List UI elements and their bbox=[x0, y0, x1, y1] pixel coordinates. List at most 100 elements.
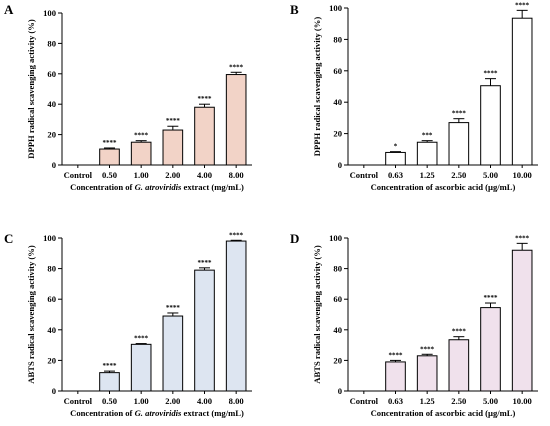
bar bbox=[225, 240, 247, 392]
bar bbox=[194, 106, 215, 166]
x-axis-title-part: Concentration of ascorbic acid (µg/mL) bbox=[371, 182, 516, 192]
x-tick-label: 0.63 bbox=[388, 170, 403, 180]
x-tick-label: 10.00 bbox=[512, 396, 531, 406]
x-tick-label: Control bbox=[64, 170, 93, 180]
x-tick-label: 2.00 bbox=[165, 396, 180, 406]
significance-label: * bbox=[394, 143, 398, 151]
significance-label: **** bbox=[198, 95, 213, 103]
x-tick-label: 8.00 bbox=[229, 396, 244, 406]
y-tick-label: 80 bbox=[47, 38, 56, 48]
y-tick-label: 80 bbox=[333, 264, 342, 274]
panel-letter: D bbox=[290, 231, 299, 246]
y-tick-label: 20 bbox=[47, 130, 56, 140]
bar bbox=[480, 85, 501, 166]
x-tick-label: 5.00 bbox=[483, 170, 498, 180]
bar bbox=[130, 141, 152, 166]
y-tick-label: 0 bbox=[338, 386, 342, 396]
y-tick-label: 40 bbox=[47, 99, 56, 109]
y-tick-label: 60 bbox=[47, 69, 56, 79]
y-tick-label: 40 bbox=[47, 325, 56, 335]
bar bbox=[511, 249, 533, 392]
x-axis-title: Concentration of ascorbic acid (µg/mL) bbox=[371, 182, 516, 192]
x-axis-title-part: Concentration of ascorbic acid (µg/mL) bbox=[371, 408, 516, 418]
bar bbox=[130, 343, 152, 392]
significance-label: **** bbox=[515, 1, 530, 9]
significance-label: **** bbox=[134, 132, 149, 140]
bar bbox=[99, 372, 120, 392]
bar bbox=[448, 339, 470, 392]
panel-a: A 0 20 40 60 80 100 DPPH radical scavenging act… bbox=[4, 2, 252, 192]
x-axis-title: Concentration of ascorbic acid (µg/mL) bbox=[371, 408, 516, 418]
y-tick-label: 20 bbox=[333, 355, 342, 365]
bar bbox=[480, 307, 501, 392]
y-tick-label: 0 bbox=[52, 160, 56, 170]
x-tick-label: 2.50 bbox=[451, 170, 466, 180]
significance-label: **** bbox=[420, 345, 435, 353]
bar bbox=[385, 151, 406, 166]
x-tick-label: Control bbox=[350, 396, 379, 406]
bar bbox=[99, 148, 120, 166]
bar bbox=[385, 361, 406, 392]
significance-label: **** bbox=[452, 328, 467, 336]
y-tick-label: 40 bbox=[333, 325, 342, 335]
bar bbox=[416, 355, 438, 392]
bar bbox=[162, 315, 184, 392]
x-tick-label: 2.00 bbox=[165, 170, 180, 180]
x-axis-title-part: extract (mg/mL) bbox=[181, 182, 244, 192]
panel-d: D 0 20 40 60 80 100 ABTS radical scavenging act… bbox=[290, 231, 538, 418]
y-tick-label: 0 bbox=[338, 160, 342, 170]
bar bbox=[511, 17, 533, 166]
bar bbox=[225, 74, 247, 166]
panel-letter: B bbox=[290, 2, 299, 17]
y-tick-label: 100 bbox=[329, 3, 342, 13]
y-tick-label: 20 bbox=[333, 129, 342, 139]
y-tick-label: 0 bbox=[52, 386, 56, 396]
x-tick-label: 0.63 bbox=[388, 396, 403, 406]
significance-label: **** bbox=[166, 304, 181, 312]
x-tick-label: 10.00 bbox=[512, 170, 531, 180]
significance-label: **** bbox=[198, 259, 213, 267]
x-tick-label: 1.00 bbox=[134, 170, 149, 180]
bar bbox=[194, 269, 215, 392]
panel-c: C 0 20 40 60 80 100 ABTS radical scavenging act… bbox=[4, 231, 252, 418]
significance-label: **** bbox=[515, 234, 530, 242]
y-tick-label: 60 bbox=[333, 66, 342, 76]
y-axis-title: DPPH radical scavenging activity (%) bbox=[312, 17, 322, 157]
significance-label: **** bbox=[484, 294, 499, 302]
x-tick-label: 0.50 bbox=[102, 170, 117, 180]
significance-label: **** bbox=[484, 70, 499, 78]
y-tick-label: 20 bbox=[47, 355, 56, 365]
x-axis-title-part: Concentration of bbox=[70, 408, 134, 418]
significance-label: **** bbox=[452, 110, 467, 118]
x-tick-label: 1.25 bbox=[420, 396, 435, 406]
x-tick-label: 8.00 bbox=[229, 170, 244, 180]
y-tick-label: 100 bbox=[43, 8, 56, 18]
significance-label: **** bbox=[229, 231, 244, 239]
panel-letter: C bbox=[4, 231, 13, 246]
bar bbox=[162, 129, 184, 166]
x-tick-label: 1.00 bbox=[134, 396, 149, 406]
x-axis-title-part: extract (mg/mL) bbox=[181, 408, 244, 418]
y-tick-label: 60 bbox=[333, 294, 342, 304]
x-tick-label: Control bbox=[64, 396, 93, 406]
x-axis-title: Concentration of G. atroviridis extract … bbox=[70, 182, 244, 192]
x-tick-label: Control bbox=[350, 170, 379, 180]
significance-label: **** bbox=[229, 63, 244, 71]
y-tick-label: 80 bbox=[333, 34, 342, 44]
x-tick-label: 4.00 bbox=[197, 396, 212, 406]
y-axis-title: ABTS radical scavenging activity (%) bbox=[26, 245, 36, 384]
bar bbox=[448, 122, 470, 166]
x-tick-label: 5.00 bbox=[483, 396, 498, 406]
x-axis-title: Concentration of G. atroviridis extract … bbox=[70, 408, 244, 418]
bar bbox=[416, 141, 438, 166]
y-tick-label: 100 bbox=[43, 233, 56, 243]
x-tick-label: 4.00 bbox=[197, 170, 212, 180]
significance-label: **** bbox=[103, 362, 118, 370]
y-axis-title: DPPH radical scavenging activity (%) bbox=[26, 19, 36, 159]
significance-label: *** bbox=[422, 132, 433, 140]
x-tick-label: 1.25 bbox=[420, 170, 435, 180]
significance-label: **** bbox=[389, 351, 404, 359]
y-tick-label: 40 bbox=[333, 97, 342, 107]
x-axis-title-part: Concentration of bbox=[70, 182, 134, 192]
